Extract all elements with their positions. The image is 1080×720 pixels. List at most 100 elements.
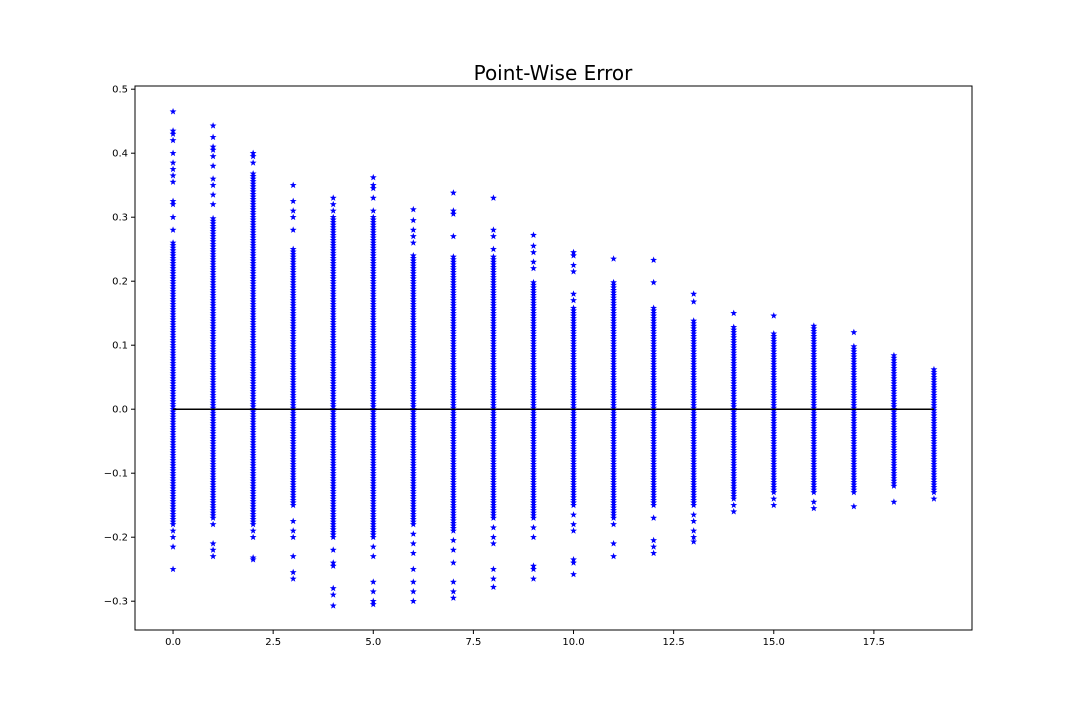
data-point	[209, 404, 217, 411]
data-point	[449, 330, 457, 337]
data-point	[490, 322, 497, 329]
data-point	[329, 428, 337, 436]
data-point	[490, 268, 497, 276]
data-point	[610, 304, 617, 311]
data-point	[169, 374, 177, 382]
data-point	[890, 420, 898, 428]
data-point	[530, 312, 537, 319]
data-point	[169, 495, 177, 502]
data-point	[289, 417, 297, 424]
data-point	[209, 506, 217, 514]
data-point	[570, 383, 577, 391]
data-point	[289, 455, 297, 463]
data-point	[449, 337, 457, 345]
data-point	[369, 226, 377, 233]
data-point	[490, 340, 497, 347]
data-point	[329, 310, 337, 318]
data-point	[209, 488, 217, 496]
data-point	[770, 432, 778, 439]
data-point	[409, 505, 417, 512]
data-point	[810, 373, 818, 381]
data-point	[289, 286, 297, 294]
data-point	[650, 427, 658, 434]
data-point	[770, 383, 778, 391]
outlier-point	[490, 232, 497, 240]
data-point	[490, 312, 497, 319]
data-point	[249, 472, 257, 479]
data-point	[770, 486, 778, 493]
data-point	[249, 180, 257, 187]
data-point	[329, 316, 337, 323]
data-point	[369, 231, 377, 239]
data-point	[289, 253, 297, 260]
data-point	[890, 397, 898, 405]
data-point	[890, 372, 898, 379]
outlier-point	[169, 565, 177, 573]
data-point	[449, 350, 457, 358]
data-point	[490, 260, 497, 268]
data-point	[530, 501, 537, 509]
data-point	[690, 358, 698, 365]
data-point	[289, 460, 297, 468]
data-point	[570, 319, 577, 327]
data-point	[810, 327, 818, 335]
data-point	[409, 351, 417, 359]
outlier-point	[169, 178, 177, 185]
data-point	[610, 440, 617, 447]
data-point	[690, 399, 698, 406]
data-point	[490, 358, 497, 365]
data-point	[329, 500, 337, 507]
data-point	[850, 409, 858, 416]
data-point	[169, 336, 177, 343]
data-point	[570, 401, 577, 409]
data-point	[810, 447, 818, 455]
data-point	[289, 260, 297, 268]
data-point	[369, 262, 377, 269]
data-point	[570, 463, 577, 470]
data-point	[690, 419, 698, 427]
data-point	[409, 364, 417, 372]
data-point	[289, 337, 297, 345]
outlier-point	[650, 549, 658, 557]
data-point	[329, 413, 337, 420]
data-point	[610, 291, 617, 299]
data-point	[610, 317, 617, 324]
data-point	[930, 458, 938, 465]
data-point	[850, 401, 858, 409]
data-point	[570, 496, 577, 503]
data-point	[289, 350, 297, 358]
data-point	[409, 277, 417, 285]
data-point	[289, 255, 297, 263]
data-point	[409, 298, 417, 305]
data-point	[490, 253, 497, 260]
data-point	[850, 470, 858, 478]
data-point	[650, 417, 658, 424]
data-point	[209, 383, 217, 391]
data-point	[730, 382, 738, 390]
data-point	[209, 386, 217, 393]
data-point	[850, 450, 858, 457]
data-point	[810, 322, 818, 329]
data-point	[169, 477, 177, 484]
data-point	[329, 472, 337, 479]
data-point	[850, 358, 858, 365]
data-point	[209, 312, 217, 319]
data-point	[409, 449, 417, 456]
data-point	[770, 353, 778, 360]
data-point	[209, 255, 217, 263]
data-point	[850, 488, 858, 496]
data-point	[530, 412, 537, 419]
data-point	[409, 403, 417, 410]
data-point	[730, 474, 738, 482]
data-point	[209, 409, 217, 416]
outlier-point	[570, 527, 577, 534]
data-point	[490, 309, 497, 317]
data-point	[289, 501, 297, 509]
data-point	[209, 276, 217, 283]
data-point	[289, 278, 297, 286]
outlier-point	[209, 546, 217, 553]
data-point	[690, 378, 698, 386]
data-point	[490, 404, 497, 411]
data-point	[329, 275, 337, 282]
data-point	[570, 304, 577, 311]
